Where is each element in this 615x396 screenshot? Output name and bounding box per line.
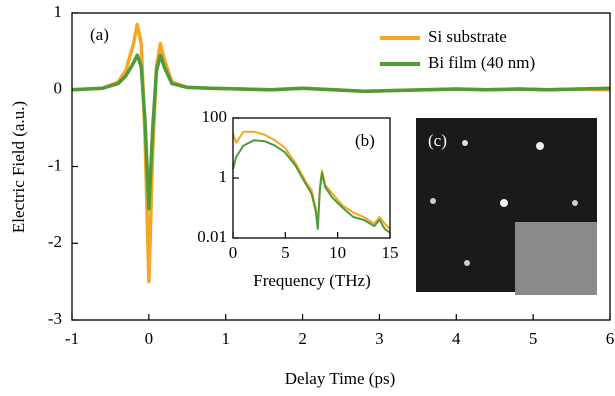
spot (572, 200, 578, 206)
legend-label: Bi film (40 nm) (428, 53, 535, 72)
y-tick-label: 1 (54, 2, 63, 21)
x-tick-label: 0 (229, 243, 238, 262)
x-tick-label: 2 (298, 329, 307, 348)
y-tick-label: -2 (48, 232, 62, 251)
x-tick-label: 10 (329, 243, 346, 262)
inset-x-axis-label: Frequency (THz) (253, 271, 371, 290)
y-tick-label: 0 (54, 79, 63, 98)
x-axis-label: Delay Time (ps) (285, 369, 396, 388)
y-axis-label: Electric Field (a.u.) (9, 101, 28, 233)
x-tick-label: 6 (606, 329, 615, 348)
panel-label: (a) (90, 25, 109, 44)
spot (464, 260, 470, 266)
x-tick-label: 15 (382, 243, 399, 262)
y-tick-label: -3 (48, 309, 62, 328)
legend-label: Si substrate (428, 27, 507, 46)
spot (500, 199, 508, 207)
y-tick-label: 1 (219, 167, 228, 186)
spot (462, 140, 468, 146)
x-tick-label: 0 (145, 329, 154, 348)
y-tick-label: 0.01 (197, 227, 227, 246)
x-tick-label: 5 (529, 329, 538, 348)
panel-label: (c) (428, 131, 447, 150)
x-tick-label: 4 (452, 329, 461, 348)
y-tick-label: 100 (202, 107, 228, 126)
spot (430, 198, 436, 204)
x-tick-label: 1 (221, 329, 230, 348)
panel-label: (b) (355, 131, 375, 150)
inset-image: (c) (416, 118, 597, 295)
x-tick-label: 5 (281, 243, 290, 262)
spot (536, 142, 544, 150)
x-tick-label: 3 (375, 329, 384, 348)
y-tick-label: -1 (48, 155, 62, 174)
x-tick-label: -1 (65, 329, 79, 348)
chart: Delay Time (ps) Electric Field (a.u.) -1… (0, 0, 615, 396)
real-space-image (515, 222, 597, 295)
